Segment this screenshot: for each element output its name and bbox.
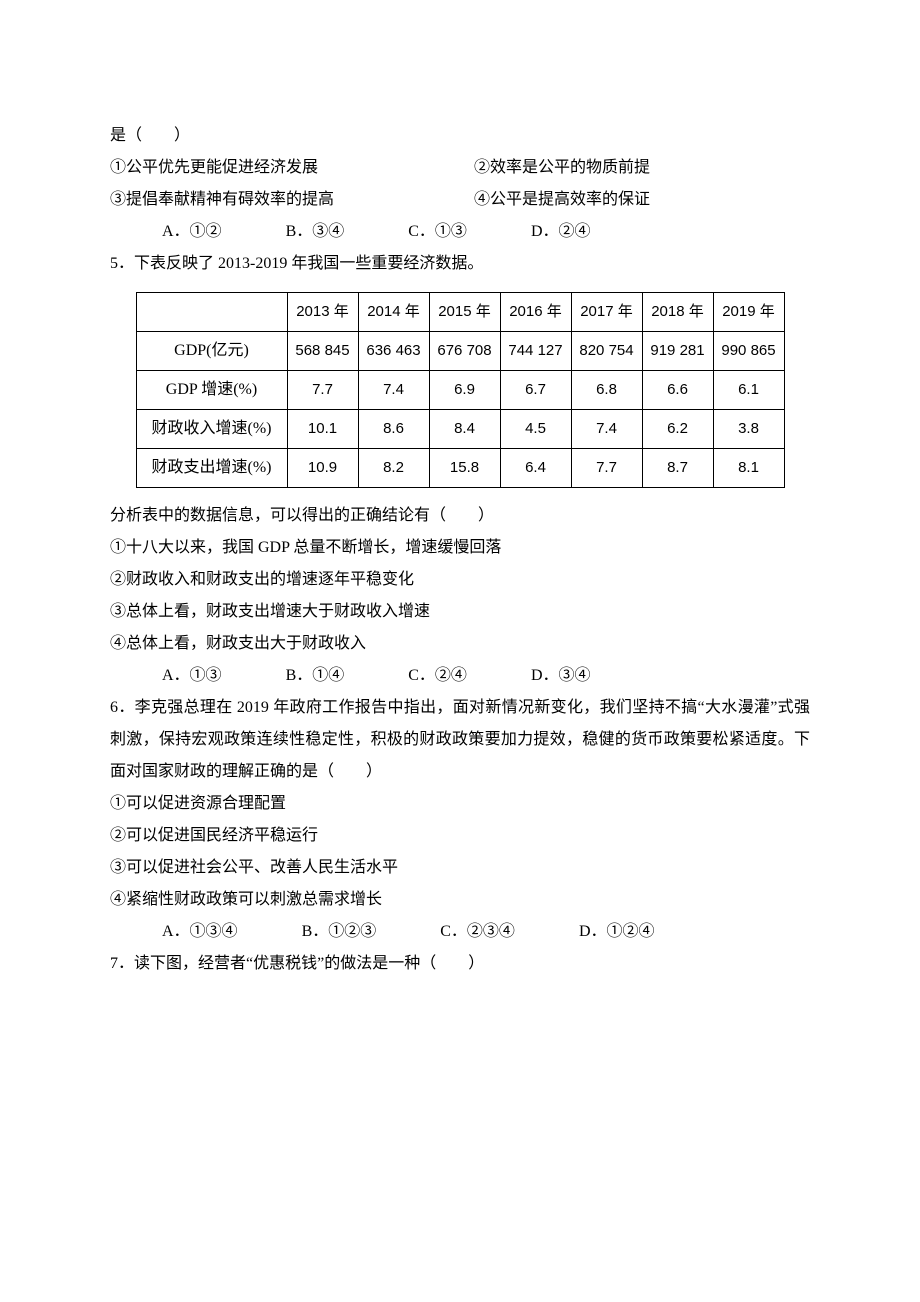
table-cell: 744 127 — [500, 332, 571, 371]
q4-option-c: C．①③ — [408, 216, 467, 248]
table-cell: 15.8 — [429, 449, 500, 488]
table-cell: 7.7 — [287, 371, 358, 410]
q6-options: A．①③④ B．①②③ C．②③④ D．①②④ — [162, 916, 810, 948]
table-cell: 7.4 — [358, 371, 429, 410]
q7-stem: 7．读下图，经营者“优惠税钱”的做法是一种（ ） — [110, 948, 810, 980]
table-header-year: 2017 年 — [571, 293, 642, 332]
q4-opt3: ③提倡奉献精神有碍效率的提高 — [110, 184, 474, 216]
q5-opt2: ②财政收入和财政支出的增速逐年平稳变化 — [110, 564, 810, 596]
table-row: GDP 增速(%) 7.7 7.4 6.9 6.7 6.8 6.6 6.1 — [136, 371, 784, 410]
table-header-year: 2019 年 — [713, 293, 784, 332]
q4-option-b: B．③④ — [286, 216, 345, 248]
table-cell: 676 708 — [429, 332, 500, 371]
table-cell: 6.9 — [429, 371, 500, 410]
table-cell: 8.2 — [358, 449, 429, 488]
q6-opt1: ①可以促进资源合理配置 — [110, 788, 810, 820]
table-row: 财政收入增速(%) 10.1 8.6 8.4 4.5 7.4 6.2 3.8 — [136, 410, 784, 449]
table-header-year: 2014 年 — [358, 293, 429, 332]
q5-option-d: D．③④ — [531, 660, 591, 692]
table-cell: 10.9 — [287, 449, 358, 488]
table-header-year: 2016 年 — [500, 293, 571, 332]
q4-trailing: 是（ ） — [110, 120, 810, 152]
table-cell: 6.1 — [713, 371, 784, 410]
q5-opt1: ①十八大以来，我国 GDP 总量不断增长，增速缓慢回落 — [110, 532, 810, 564]
q6-option-c: C．②③④ — [440, 916, 515, 948]
table-row-label: 财政收入增速(%) — [136, 410, 287, 449]
q4-opt4: ④公平是提高效率的保证 — [474, 184, 810, 216]
q6-opt3: ③可以促进社会公平、改善人民生活水平 — [110, 852, 810, 884]
table-cell: 6.8 — [571, 371, 642, 410]
table-cell: 6.2 — [642, 410, 713, 449]
table-cell: 8.6 — [358, 410, 429, 449]
q4-opt2: ②效率是公平的物质前提 — [474, 152, 810, 184]
table-cell: 636 463 — [358, 332, 429, 371]
q6-option-d: D．①②④ — [579, 916, 655, 948]
q4-option-a: A．①② — [162, 216, 222, 248]
q5-option-b: B．①④ — [286, 660, 345, 692]
q5-stem: 5．下表反映了 2013-2019 年我国一些重要经济数据。 — [110, 248, 810, 280]
table-cell: 990 865 — [713, 332, 784, 371]
table-cell: 6.4 — [500, 449, 571, 488]
table-cell: 3.8 — [713, 410, 784, 449]
table-cell: 568 845 — [287, 332, 358, 371]
table-cell: 6.6 — [642, 371, 713, 410]
table-cell: 820 754 — [571, 332, 642, 371]
table-cell: 8.1 — [713, 449, 784, 488]
table-row: 财政支出增速(%) 10.9 8.2 15.8 6.4 7.7 8.7 8.1 — [136, 449, 784, 488]
table-cell: 7.7 — [571, 449, 642, 488]
q6-opt2: ②可以促进国民经济平稳运行 — [110, 820, 810, 852]
table-cell: 8.7 — [642, 449, 713, 488]
q5-option-a: A．①③ — [162, 660, 222, 692]
q4-option-d: D．②④ — [531, 216, 591, 248]
table-header-year: 2015 年 — [429, 293, 500, 332]
table-row: 2013 年 2014 年 2015 年 2016 年 2017 年 2018 … — [136, 293, 784, 332]
table-header-empty — [136, 293, 287, 332]
q6-option-b: B．①②③ — [302, 916, 377, 948]
table-row-label: GDP(亿元) — [136, 332, 287, 371]
table-row-label: GDP 增速(%) — [136, 371, 287, 410]
table-cell: 4.5 — [500, 410, 571, 449]
table-cell: 6.7 — [500, 371, 571, 410]
q5-data-table: 2013 年 2014 年 2015 年 2016 年 2017 年 2018 … — [136, 292, 785, 488]
q6-stem: 6．李克强总理在 2019 年政府工作报告中指出，面对新情况新变化，我们坚持不搞… — [110, 692, 810, 788]
q5-opt4: ④总体上看，财政支出大于财政收入 — [110, 628, 810, 660]
q5-option-c: C．②④ — [408, 660, 467, 692]
table-cell: 8.4 — [429, 410, 500, 449]
q6-opt4: ④紧缩性财政政策可以刺激总需求增长 — [110, 884, 810, 916]
q4-opt1: ①公平优先更能促进经济发展 — [110, 152, 474, 184]
q4-options: A．①② B．③④ C．①③ D．②④ — [162, 216, 810, 248]
table-cell: 10.1 — [287, 410, 358, 449]
q5-opt3: ③总体上看，财政支出增速大于财政收入增速 — [110, 596, 810, 628]
q5-post: 分析表中的数据信息，可以得出的正确结论有（ ） — [110, 500, 810, 532]
table-header-year: 2013 年 — [287, 293, 358, 332]
table-cell: 919 281 — [642, 332, 713, 371]
table-row: GDP(亿元) 568 845 636 463 676 708 744 127 … — [136, 332, 784, 371]
table-cell: 7.4 — [571, 410, 642, 449]
q6-option-a: A．①③④ — [162, 916, 238, 948]
table-row-label: 财政支出增速(%) — [136, 449, 287, 488]
q5-options: A．①③ B．①④ C．②④ D．③④ — [162, 660, 810, 692]
table-header-year: 2018 年 — [642, 293, 713, 332]
